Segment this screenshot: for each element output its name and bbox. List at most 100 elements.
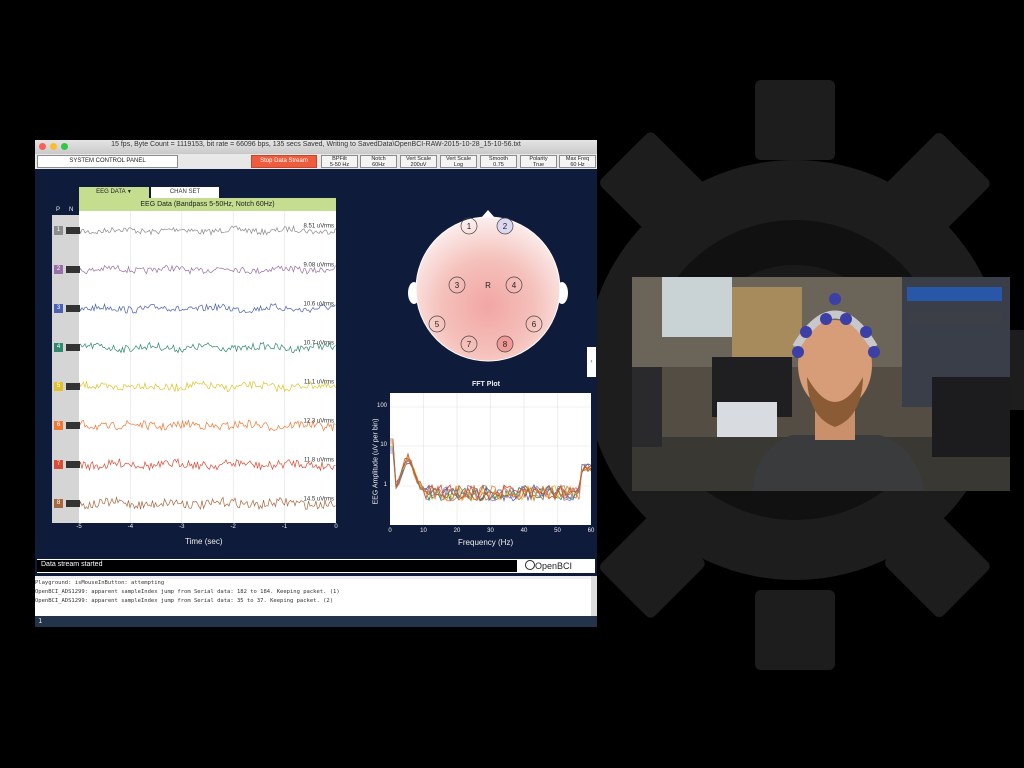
bandpass-filter-button[interactable]: BPFilt 5-50 Hz <box>321 155 358 168</box>
button-value: 200uV <box>410 161 427 168</box>
channel-toggle-checkbox[interactable] <box>66 265 73 273</box>
channel-rms-label: 10.7 uVrms <box>304 341 334 347</box>
electrode-marker[interactable] <box>448 276 466 294</box>
max-freq-button[interactable]: Max Freq 60 Hz <box>559 155 596 168</box>
button-label: Max Freq <box>565 156 590 162</box>
channel-toggle-checkbox[interactable] <box>66 304 73 312</box>
button-value: 60 Hz <box>570 161 585 168</box>
electrode-label: 8 <box>503 340 508 349</box>
channel-number-button[interactable]: 3 <box>54 303 63 313</box>
console-output: Playground: isMouseInButton: attempting … <box>35 576 597 616</box>
channel-toggle-checkbox[interactable] <box>66 226 73 234</box>
console-input[interactable]: 1 <box>35 616 597 627</box>
eeg-x-tick: -3 <box>179 524 185 530</box>
channel-toggle-checkbox[interactable] <box>66 499 73 507</box>
electrode-label: 1 <box>467 222 472 231</box>
tab-label: EEG DATA <box>96 189 126 195</box>
button-label: BPFilt <box>332 156 347 162</box>
polarity-button[interactable]: Polarity True <box>520 155 557 168</box>
openbci-logo-text: OpenBCI <box>535 561 573 571</box>
channel-toggle-checkbox[interactable] <box>66 421 73 429</box>
reference-electrode-label: R <box>485 281 491 290</box>
system-control-panel-button[interactable]: SYSTEM CONTROL PANEL <box>37 155 178 168</box>
window-title: 15 fps, Byte Count = 1119153, bit rate =… <box>111 141 521 148</box>
electrode-label: 4 <box>512 281 517 290</box>
tab-chan-set[interactable]: CHAN SET <box>151 187 219 198</box>
head-outline <box>415 216 561 362</box>
console-input-text: 1 <box>38 617 43 625</box>
channel-number-button[interactable]: 4 <box>54 342 63 352</box>
eeg-channel-trace <box>78 458 336 472</box>
eeg-channel-trace <box>78 302 336 314</box>
video-frame-svg <box>632 277 1010 491</box>
button-label: Vert Scale <box>445 156 472 162</box>
console-scrollbar[interactable] <box>591 576 597 616</box>
channel-toggle-checkbox[interactable] <box>73 382 80 390</box>
vert-scale-log-button[interactable]: Vert Scale Log <box>440 155 477 168</box>
openbci-logo: OpenBCI <box>525 560 572 571</box>
openbci-logo-icon <box>525 560 535 570</box>
collapse-panel-handle[interactable]: ‹ <box>587 347 596 377</box>
eeg-x-tick: -2 <box>230 524 236 530</box>
channel-toggle-checkbox[interactable] <box>73 499 80 507</box>
electrode-label: 7 <box>467 340 472 349</box>
eeg-channel-trace <box>78 380 336 393</box>
vert-scale-button[interactable]: Vert Scale 200uV <box>400 155 437 168</box>
channel-rms-label: 11.1 uVrms <box>304 380 334 386</box>
electrode-marker[interactable] <box>496 335 514 353</box>
channel-number-button[interactable]: 7 <box>54 459 63 469</box>
stop-data-stream-button[interactable]: Stop Data Stream <box>251 155 317 168</box>
electrode-marker[interactable] <box>460 335 478 353</box>
head-plot: 1 2 3 4 5 6 7 8 R <box>408 210 568 362</box>
fft-x-tick: 10 <box>420 528 427 534</box>
fft-y-tick: 1 <box>383 482 387 488</box>
fft-x-axis-label: Frequency (Hz) <box>458 538 514 547</box>
channel-number-button[interactable]: 6 <box>54 420 63 430</box>
fft-y-tick: 10 <box>380 442 387 448</box>
electrode-marker[interactable] <box>428 315 446 333</box>
eeg-channel-trace <box>78 225 336 237</box>
minimize-window-button[interactable] <box>50 143 57 150</box>
electrode-marker[interactable] <box>496 217 514 235</box>
channel-toggle-checkbox[interactable] <box>73 226 80 234</box>
channel-toggle-checkbox[interactable] <box>73 460 80 468</box>
tab-eeg-data[interactable]: EEG DATA ▼ <box>79 187 149 198</box>
channel-number-button[interactable]: 8 <box>54 498 63 508</box>
electrode-label: 6 <box>532 320 537 329</box>
maximize-window-button[interactable] <box>61 143 68 150</box>
button-value: 0.75 <box>493 161 504 168</box>
electrode-marker[interactable] <box>460 217 478 235</box>
fft-y-axis-label: EEG Amplitude (uV per bin) <box>372 418 380 505</box>
channel-number-button[interactable]: 2 <box>54 264 63 274</box>
notch-filter-button[interactable]: Notch 60Hz <box>360 155 397 168</box>
eeg-data-panel: EEG DATA ▼ CHAN SET EEG Data (Bandpass 5… <box>52 187 338 530</box>
channel-toggle-checkbox[interactable] <box>73 304 80 312</box>
eeg-channel-trace <box>78 341 336 354</box>
channel-toggle-checkbox[interactable] <box>66 460 73 468</box>
channel-toggle-checkbox[interactable] <box>73 265 80 273</box>
electrode-marker[interactable] <box>505 276 523 294</box>
channel-toggle-checkbox[interactable] <box>73 421 80 429</box>
console-line: OpenBCI_ADS1299: apparent sampleIndex ju… <box>35 589 340 595</box>
fft-traces-svg <box>390 393 592 525</box>
channel-toggle-checkbox[interactable] <box>66 343 73 351</box>
channel-rms-label: 14.5 uVrms <box>304 497 334 503</box>
channel-rms-label: 10.6 uVrms <box>304 302 334 308</box>
chevron-down-icon: ▼ <box>126 189 132 195</box>
channel-number-button[interactable]: 1 <box>54 225 63 235</box>
button-label: Smooth <box>489 156 508 162</box>
channel-toggle-checkbox[interactable] <box>66 382 73 390</box>
channel-rms-label: 8.51 uVrms <box>304 224 334 230</box>
fft-x-tick: 60 <box>587 528 595 534</box>
control-bar: SYSTEM CONTROL PANEL Stop Data Stream BP… <box>35 154 597 169</box>
electrode-marker[interactable] <box>525 315 543 333</box>
eeg-channel-trace <box>78 496 336 511</box>
button-label: Polarity <box>529 156 548 162</box>
channel-number-button[interactable]: 5 <box>54 381 63 391</box>
smooth-button[interactable]: Smooth 0.75 <box>480 155 517 168</box>
close-window-button[interactable] <box>39 143 46 150</box>
channel-toggle-checkbox[interactable] <box>73 343 80 351</box>
fft-x-tick: 20 <box>453 528 461 534</box>
eeg-channel-trace <box>78 264 336 275</box>
console-line: OpenBCI_ADS1299: apparent sampleIndex ju… <box>35 598 334 604</box>
